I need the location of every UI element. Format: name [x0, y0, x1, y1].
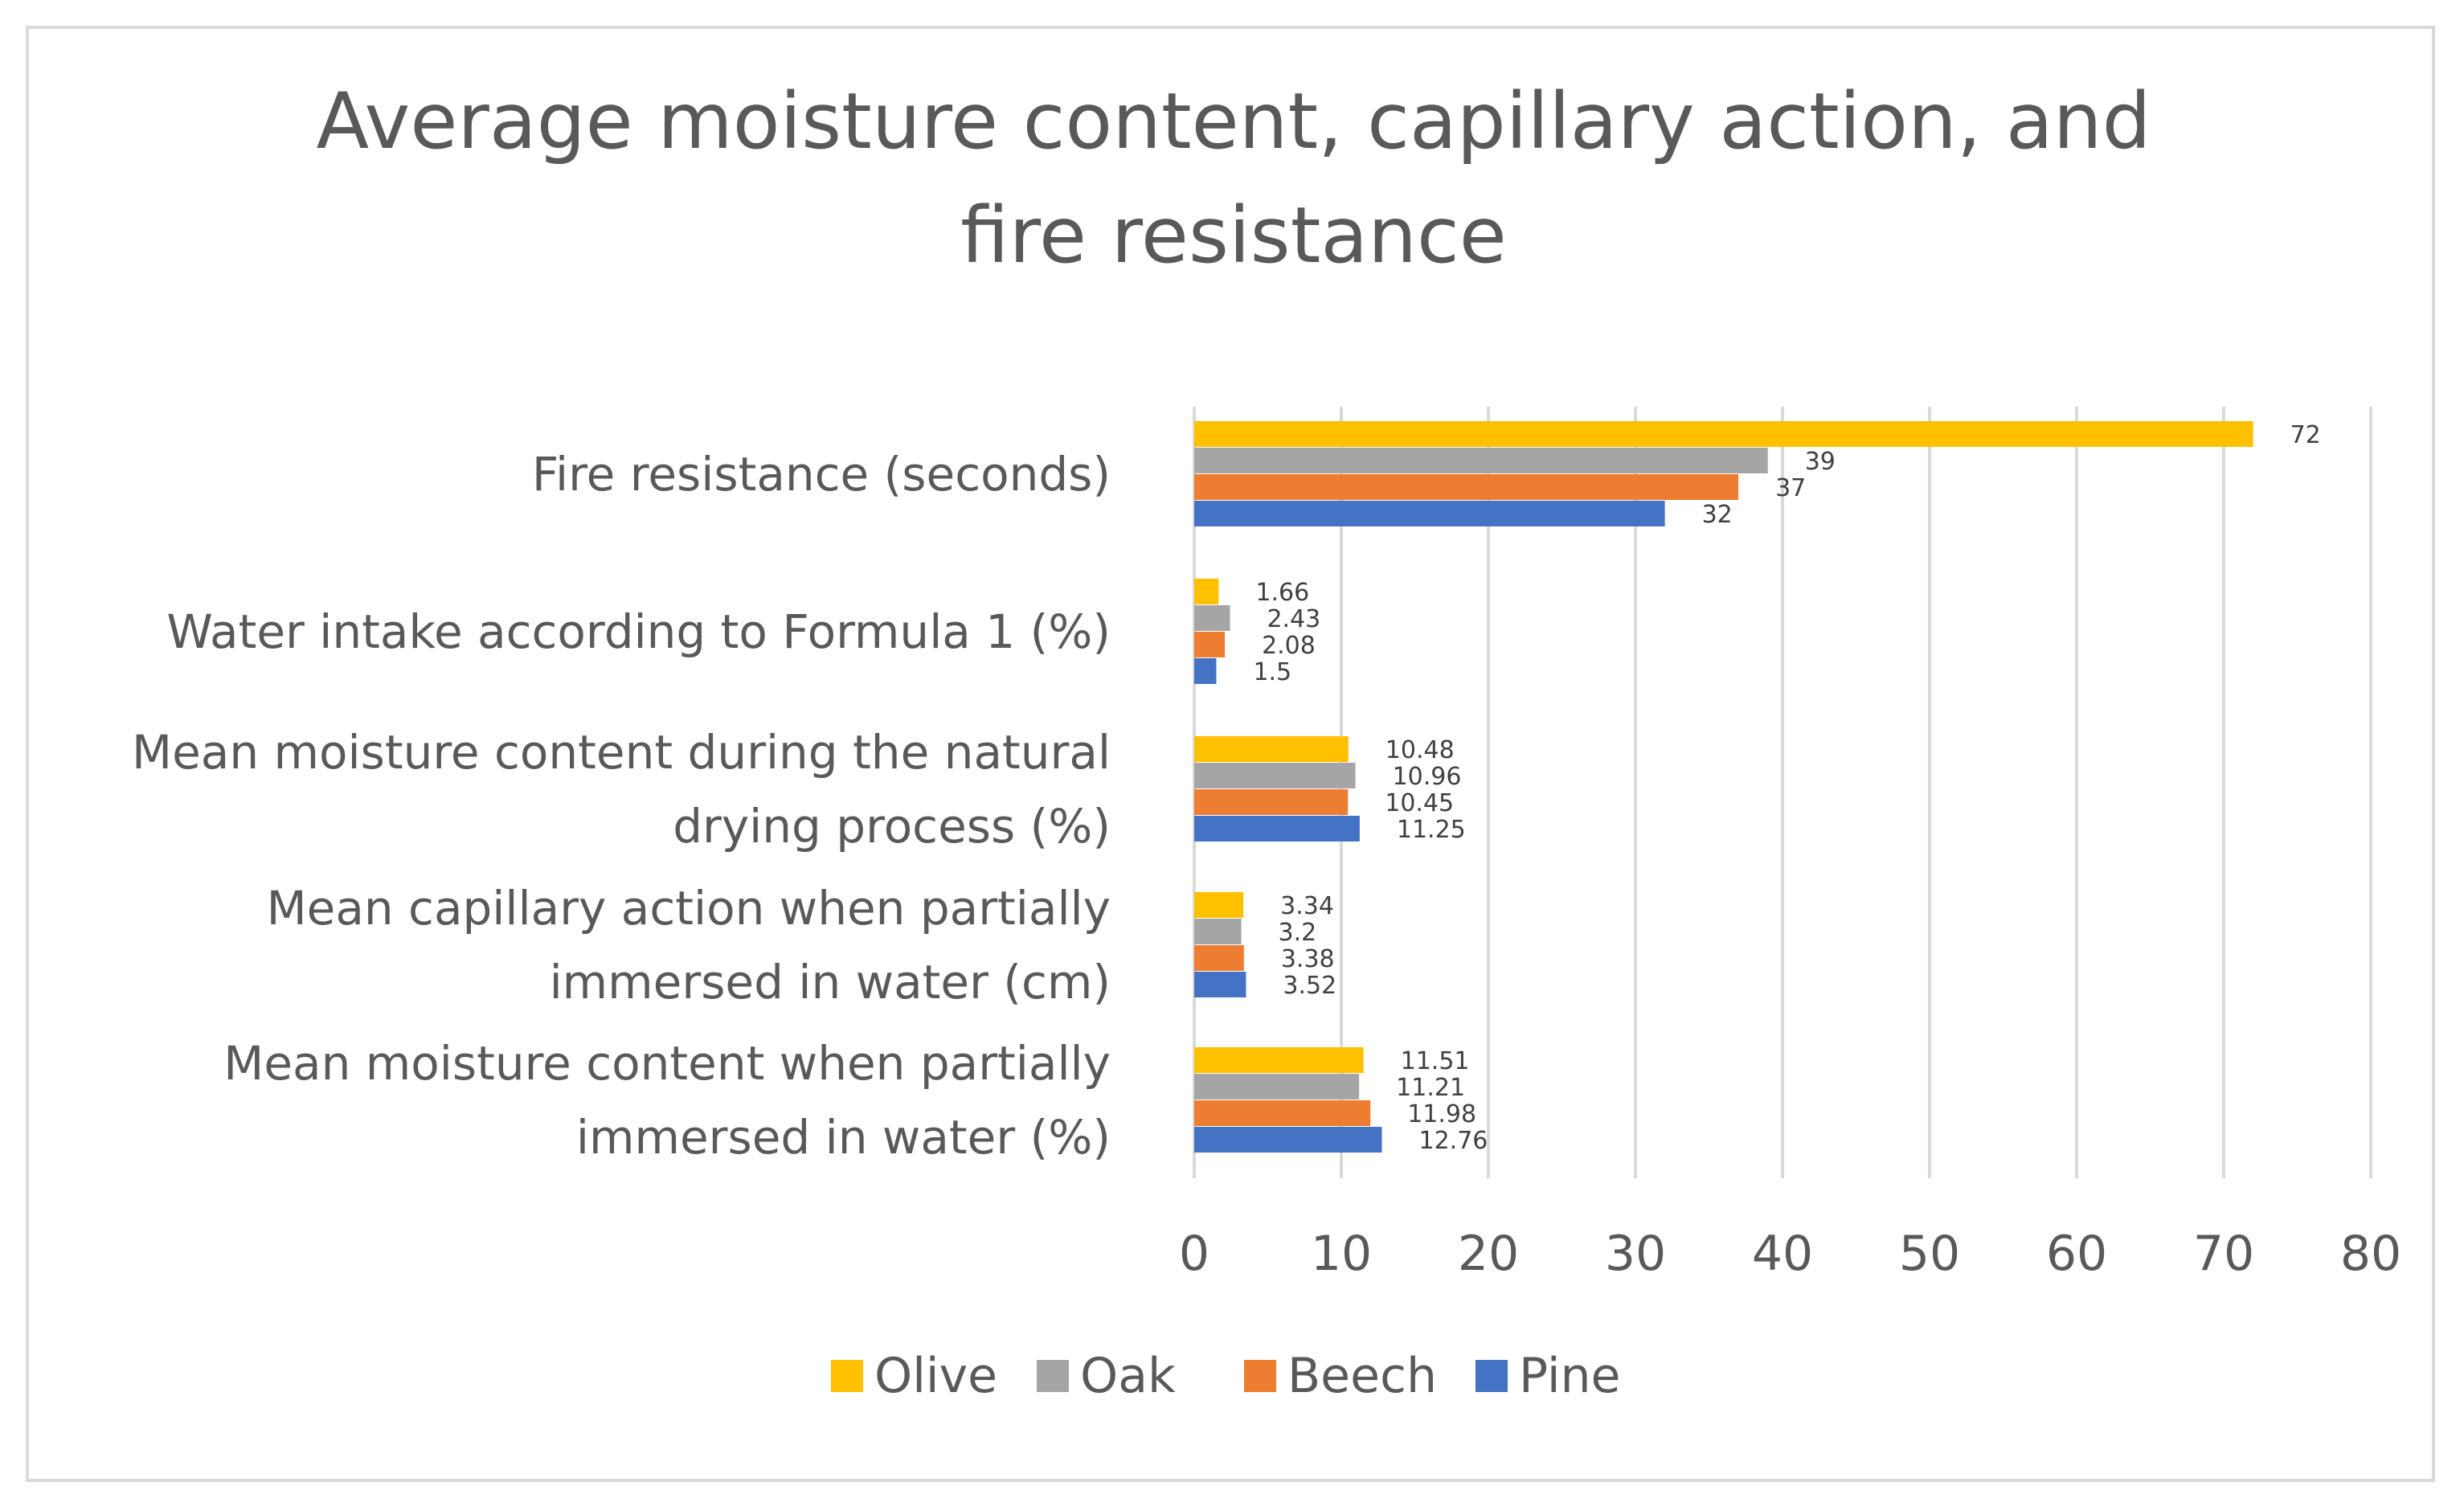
legend-swatch-oak: [1037, 1360, 1069, 1392]
data-label-beech: 10.45: [1385, 789, 1454, 817]
x-tick-label: 30: [1605, 1226, 1666, 1282]
bar-oak: [1194, 448, 1768, 473]
chart-title-line: Average moisture content, capillary acti…: [317, 76, 2151, 166]
bar-oak: [1194, 763, 1356, 788]
x-tick-label: 50: [1899, 1226, 1960, 1282]
bar-olive: [1194, 892, 1244, 918]
bar-olive: [1194, 736, 1349, 762]
bar-pine: [1194, 816, 1360, 841]
data-label-beech: 2.08: [1262, 632, 1316, 660]
bar-chart: Average moisture content, capillary acti…: [132, 76, 2401, 1404]
category-label: immersed in water (%): [576, 1110, 1111, 1165]
bar-beech: [1194, 474, 1739, 500]
bar-oak: [1194, 919, 1242, 944]
data-label-oak: 39: [1805, 448, 1836, 476]
legend-swatch-olive: [831, 1360, 863, 1392]
legend-label-beech[interactable]: Beech: [1287, 1348, 1437, 1404]
x-tick-label: 20: [1458, 1226, 1519, 1282]
category-label: Mean moisture content during the natural: [132, 725, 1111, 780]
data-label-pine: 3.52: [1283, 972, 1336, 1000]
category-label: drying process (%): [673, 799, 1111, 854]
data-label-olive: 11.51: [1401, 1047, 1470, 1075]
bar-pine: [1194, 1127, 1382, 1153]
data-label-olive: 1.66: [1255, 579, 1309, 607]
x-tick-label: 60: [2046, 1226, 2107, 1282]
data-labels: 723937321.662.432.081.510.4810.9610.4511…: [1253, 421, 2320, 1155]
bar-pine: [1194, 658, 1217, 684]
bar-pine: [1194, 972, 1246, 997]
bar-olive: [1194, 1047, 1364, 1073]
bar-olive: [1194, 421, 2253, 447]
bars: [1194, 421, 2253, 1153]
legend-swatch-pine: [1476, 1360, 1508, 1392]
data-label-pine: 1.5: [1253, 658, 1291, 686]
bar-beech: [1194, 1100, 1371, 1126]
data-label-beech: 11.98: [1407, 1100, 1476, 1128]
legend-swatch-beech: [1244, 1360, 1276, 1392]
bar-beech: [1194, 789, 1349, 815]
data-label-beech: 3.38: [1281, 945, 1335, 973]
data-label-olive: 10.48: [1385, 736, 1455, 764]
category-label: Water intake according to Formula 1 (%): [166, 604, 1111, 659]
category-label: immersed in water (cm): [550, 955, 1111, 1009]
category-labels: Fire resistance (seconds) Water intake ac…: [132, 447, 1111, 1165]
x-axis-ticks: 0 10 20 30 40 50 60 70 80: [1179, 1226, 2401, 1282]
bar-pine: [1194, 501, 1665, 526]
data-label-oak: 2.43: [1267, 605, 1320, 633]
x-tick-label: 10: [1311, 1226, 1372, 1282]
bar-oak: [1194, 605, 1230, 631]
data-label-olive: 72: [2290, 421, 2321, 449]
data-label-pine: 11.25: [1397, 816, 1466, 844]
bar-beech: [1194, 632, 1226, 657]
bar-beech: [1194, 945, 1244, 971]
data-label-beech: 37: [1775, 474, 1806, 502]
category-label: Mean moisture content when partially: [223, 1036, 1111, 1091]
gridlines: [1193, 407, 2372, 1178]
x-tick-label: 80: [2340, 1226, 2401, 1282]
legend[interactable]: Olive Oak Beech Pine: [831, 1348, 1620, 1404]
chart-title-line: fire resistance: [960, 190, 1507, 280]
legend-label-pine[interactable]: Pine: [1519, 1348, 1620, 1404]
x-tick-label: 40: [1752, 1226, 1813, 1282]
data-label-pine: 32: [1702, 501, 1733, 529]
data-label-oak: 10.96: [1393, 763, 1462, 791]
data-label-oak: 3.2: [1279, 919, 1317, 947]
bar-olive: [1194, 579, 1219, 604]
bar-oak: [1194, 1074, 1360, 1099]
data-label-oak: 11.21: [1396, 1074, 1465, 1102]
chart-frame: Average moisture content, capillary acti…: [26, 26, 2435, 1482]
category-label: Fire resistance (seconds): [532, 447, 1111, 502]
category-label: Mean capillary action when partially: [267, 881, 1111, 936]
chart-title: Average moisture content, capillary acti…: [317, 76, 2151, 280]
x-tick-label: 70: [2193, 1226, 2254, 1282]
legend-label-oak[interactable]: Oak: [1080, 1348, 1176, 1404]
x-tick-label: 0: [1179, 1226, 1209, 1282]
data-label-pine: 12.76: [1419, 1127, 1488, 1155]
legend-label-olive[interactable]: Olive: [874, 1348, 997, 1404]
data-label-olive: 3.34: [1280, 892, 1334, 920]
